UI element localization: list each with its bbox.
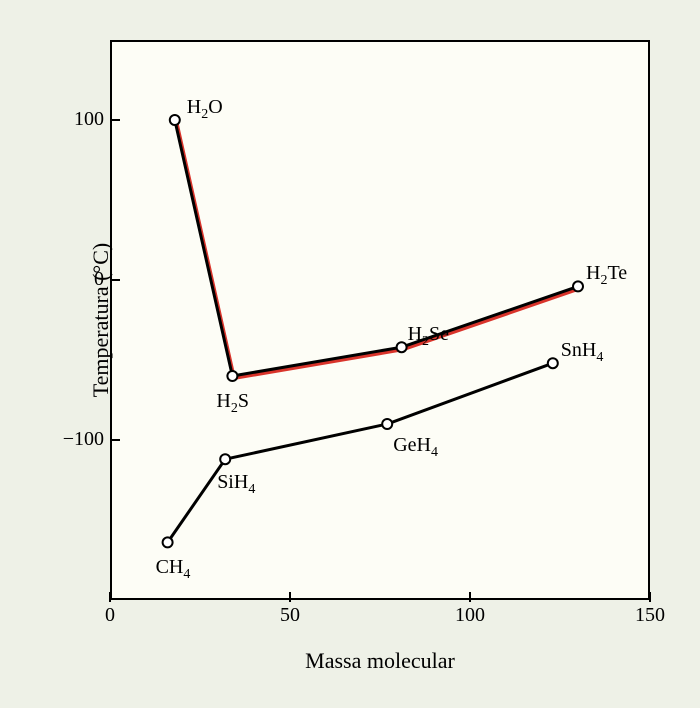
- x-tick-label: 50: [270, 604, 310, 627]
- data-point: [220, 454, 230, 464]
- x-tick-label: 100: [450, 604, 490, 627]
- data-point: [573, 281, 583, 291]
- x-tick-mark: [649, 592, 651, 602]
- data-point: [170, 115, 180, 125]
- chart-panel: Temperatura (°C) Massa molecular 1000−10…: [0, 0, 700, 708]
- series-a-shadow: [176, 122, 579, 378]
- point-label-H2Te: H2Te: [586, 262, 627, 289]
- x-tick-label: 0: [90, 604, 130, 627]
- y-tick-label: 0: [44, 268, 104, 291]
- point-label-H2Se: H2Se: [408, 323, 449, 350]
- y-tick-mark: [110, 119, 120, 121]
- point-label-H2O: H2O: [187, 96, 223, 123]
- y-tick-label: −100: [44, 428, 104, 451]
- x-tick-mark: [109, 592, 111, 602]
- y-tick-label: 100: [44, 108, 104, 131]
- y-tick-mark: [110, 439, 120, 441]
- y-tick-mark: [110, 279, 120, 281]
- data-point: [227, 371, 237, 381]
- data-point: [163, 537, 173, 547]
- point-label-SnH4: SnH4: [561, 339, 604, 366]
- point-label-SiH4: SiH4: [217, 471, 255, 498]
- point-label-GeH4: GeH4: [393, 434, 438, 461]
- x-tick-label: 150: [630, 604, 670, 627]
- data-point: [397, 342, 407, 352]
- series-a-line: [175, 120, 578, 376]
- point-label-CH4: CH4: [156, 556, 191, 583]
- data-point: [548, 358, 558, 368]
- x-tick-mark: [469, 592, 471, 602]
- x-tick-mark: [289, 592, 291, 602]
- point-label-H2S: H2S: [216, 390, 249, 417]
- data-point: [382, 419, 392, 429]
